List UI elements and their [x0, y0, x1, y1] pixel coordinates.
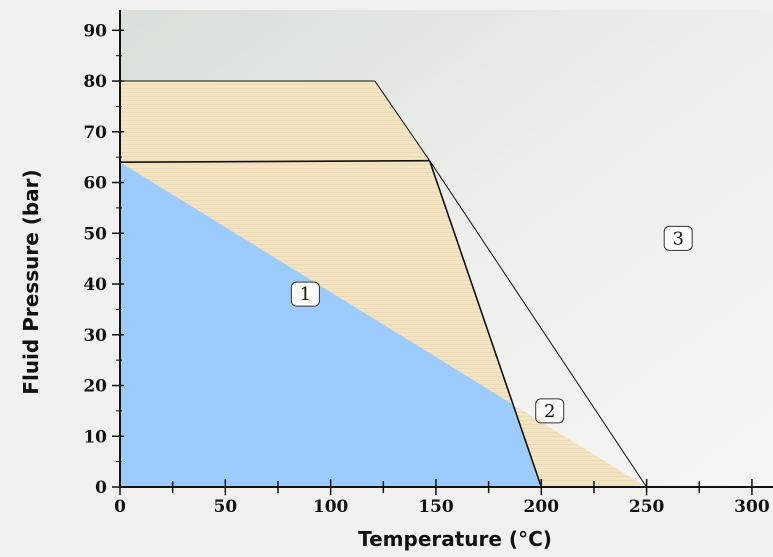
axes-layer: 0 50 100 150 200 250 300 0 10 20 30 40 50 60 70 80 90 Tem… — [19, 10, 773, 551]
boundary-region-1-right — [428, 160, 543, 488]
y-axis-title: Fluid Pressure (bar) — [19, 169, 43, 394]
region-label-box-1 — [290, 281, 320, 307]
x-tick-label: 250 — [629, 497, 665, 517]
y-tick-label: 80 — [83, 72, 107, 92]
y-tick-label: 30 — [83, 326, 107, 346]
y-tick-label: 40 — [83, 275, 107, 295]
region-label-2: 2 — [544, 401, 555, 422]
x-tick-label: 300 — [734, 497, 770, 517]
x-tick-label: 100 — [313, 497, 349, 517]
x-tick-label: 200 — [524, 497, 560, 517]
x-tick-label: 150 — [418, 497, 454, 517]
y-tick-label: 10 — [83, 427, 107, 447]
y-tick-label: 20 — [83, 377, 107, 397]
x-axis-title: Temperature (°C) — [358, 527, 552, 551]
region-2 — [120, 81, 647, 487]
x-tick-label: 50 — [213, 497, 237, 517]
regions-layer — [119, 10, 773, 488]
region-label-3: 3 — [672, 228, 683, 249]
boundary-region-2-slope — [374, 80, 431, 161]
y-tick-label: 0 — [95, 478, 107, 498]
x-tick-label: 0 — [114, 497, 126, 517]
labels-layer: 1 2 3 — [290, 225, 693, 424]
region-label-box-3 — [663, 225, 693, 251]
y-tick-label: 50 — [83, 224, 107, 244]
region-label-box-2 — [535, 398, 565, 424]
boundary-region-2-outer — [429, 160, 648, 488]
y-tick-label: 70 — [83, 123, 107, 143]
y-tick-label: 90 — [83, 21, 107, 41]
boundary-region-1-top — [119, 159, 430, 164]
y-tick-label: 60 — [83, 174, 107, 194]
region-label-1: 1 — [300, 284, 311, 305]
